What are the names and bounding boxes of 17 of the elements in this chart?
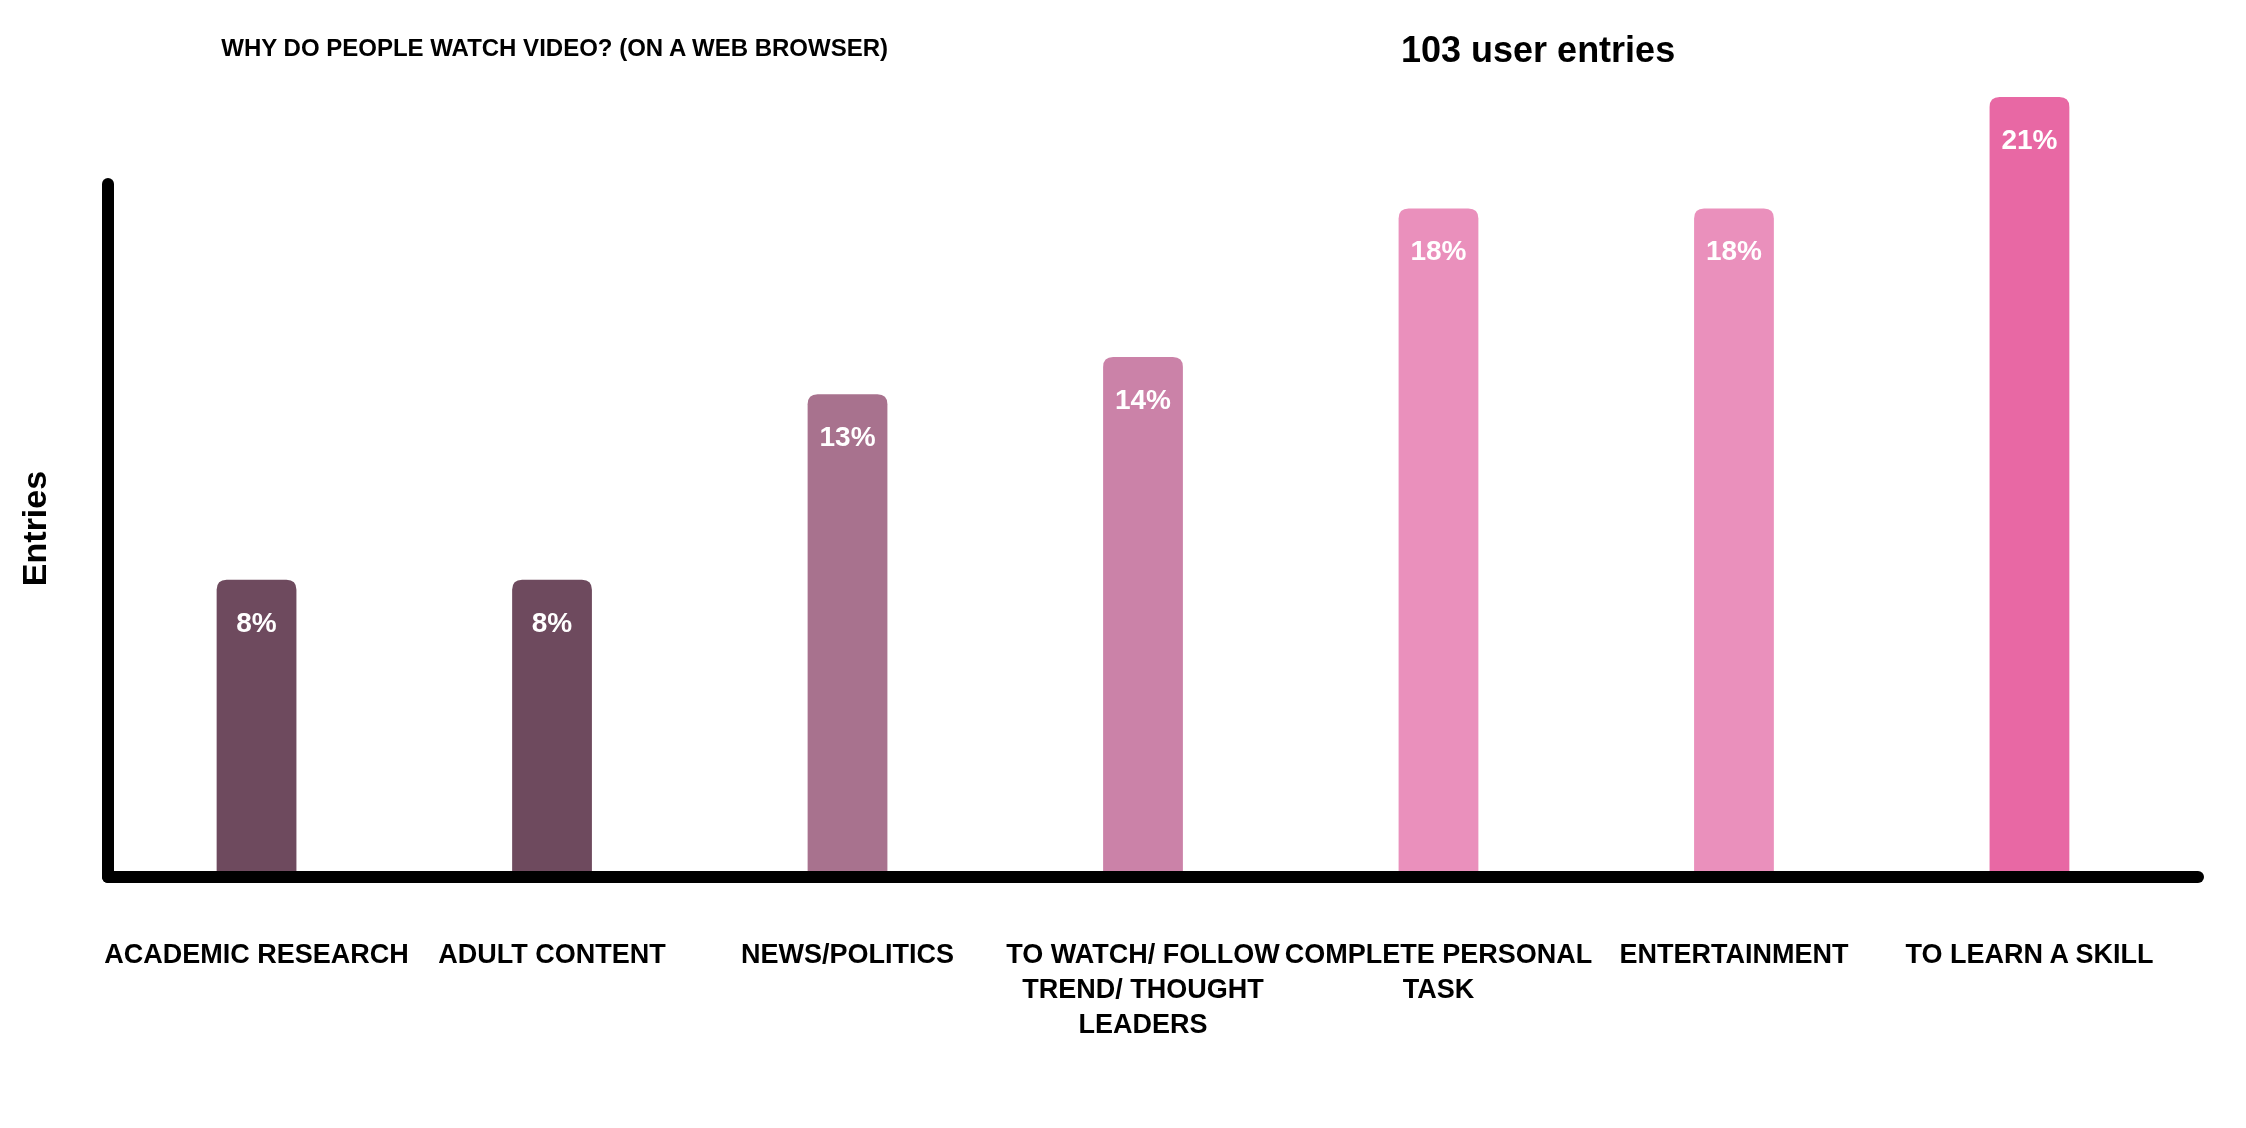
x-tick-label: ENTERTAINMENT — [1619, 939, 1849, 969]
data-label: 18% — [1705, 235, 1763, 267]
data-label: 8% — [236, 606, 277, 638]
x-tick-label: ADULT CONTENT — [438, 939, 667, 969]
data-label: 14% — [1114, 384, 1172, 415]
y-axis-title: Entries — [15, 470, 53, 587]
data-label: 21% — [2001, 124, 2058, 155]
data-label: 8% — [531, 606, 573, 638]
data-label: 18% — [1410, 235, 1467, 267]
data-label: 13% — [819, 421, 876, 453]
chart-subtitle: 103 user entries — [1401, 29, 1676, 70]
x-tick-label: TO WATCH/ FOLLOW TREND/ THOUGHT LEADERS — [1006, 939, 1281, 1039]
x-tick-label: ACADEMIC RESEARCH — [104, 939, 409, 969]
chart-title: WHY DO PEOPLE WATCH VIDEO? (ON A WEB BROWSER) — [221, 34, 888, 61]
x-tick-label: COMPLETE PERSONAL TASK — [1284, 939, 1593, 1004]
x-tick-label: TO LEARN A SKILL — [1905, 939, 2154, 969]
x-tick-label: NEWS/POLITICS — [741, 939, 955, 969]
